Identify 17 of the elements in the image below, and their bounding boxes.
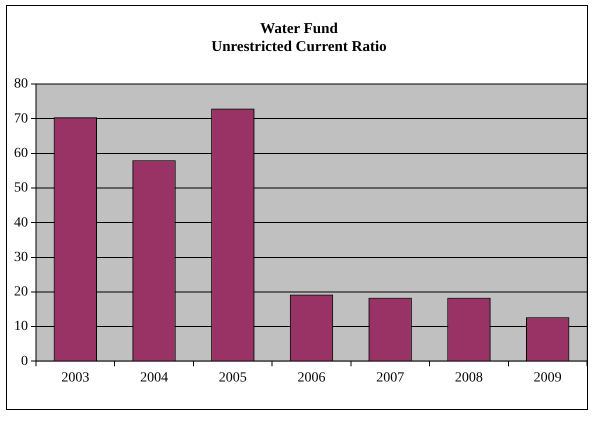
y-tick-label: 0 [21, 354, 28, 369]
x-tick-label: 2004 [140, 370, 168, 386]
y-tick-label: 20 [14, 284, 28, 300]
y-tick-label: 10 [14, 319, 28, 334]
x-tick-label: 2008 [454, 370, 483, 386]
y-tick-label: 80 [14, 76, 28, 92]
x-tick-label: 2007 [376, 370, 404, 386]
x-tick-label: 2009 [534, 370, 562, 386]
y-tick-label: 50 [14, 180, 28, 196]
x-tick-label: 2003 [61, 370, 90, 386]
y-tick-label: 60 [14, 146, 28, 161]
x-tick-label: 2005 [218, 370, 247, 386]
y-tick-label: 70 [14, 111, 28, 126]
y-tick-label: 30 [14, 250, 28, 265]
chart-title: Water Fund Unrestricted Current Ratio [211, 20, 387, 55]
y-tick-label: 40 [14, 215, 28, 230]
x-tick-label: 2006 [298, 370, 326, 386]
